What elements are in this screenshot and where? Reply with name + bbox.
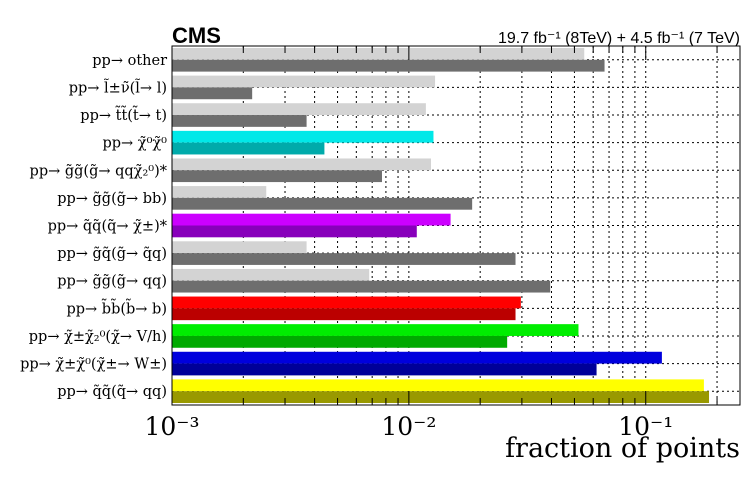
category-label: pp→ b̃b̃(b̃→ b) — [66, 298, 167, 317]
bar-lower — [172, 308, 516, 320]
category-label: pp→ g̃g̃(g̃→ qqχ̃₂⁰)* — [30, 163, 168, 179]
bar-lower — [172, 198, 472, 210]
bar-upper — [172, 269, 369, 281]
bar-lower — [172, 253, 516, 265]
bar-upper — [172, 379, 704, 391]
category-label: pp→ q̃q̃(q̃→ χ̃±)* — [48, 219, 168, 235]
bar-lower — [172, 115, 307, 127]
bar-lower — [172, 281, 550, 293]
x-axis-label: fraction of points — [505, 433, 740, 464]
category-label: pp→ g̃q̃(g̃→ q̃q) — [57, 246, 167, 262]
bar-upper — [172, 186, 266, 198]
bar-upper — [172, 158, 431, 170]
bar-upper — [172, 131, 433, 143]
luminosity-label: 19.7 fb⁻¹ (8TeV) + 4.5 fb⁻¹ (7 TeV) — [498, 30, 740, 47]
bar-upper — [172, 48, 584, 60]
bar-lower — [172, 391, 709, 403]
bar-upper — [172, 297, 521, 309]
category-label: pp→ q̃q̃(q̃→ qq) — [57, 384, 167, 400]
bar-lower — [172, 170, 382, 182]
bar-upper — [172, 214, 451, 226]
category-label: pp→ χ̃±χ̃₂⁰(χ̃→ V/h) — [29, 329, 167, 345]
bar-upper — [172, 324, 578, 336]
x-tick-label: 10⁻² — [381, 412, 436, 441]
bar-upper — [172, 241, 307, 253]
bar-upper — [172, 76, 435, 88]
category-label: pp→ g̃g̃(g̃→ bb) — [57, 191, 167, 207]
chart-title: CMS — [172, 23, 221, 48]
bar-lower — [172, 336, 507, 348]
category-label: pp→ χ̃⁰χ̃⁰ — [102, 136, 167, 152]
bar-upper — [172, 352, 662, 364]
bar-lower — [172, 87, 252, 99]
category-label: pp→ χ̃±χ̃⁰(χ̃±→ W±) — [20, 357, 167, 373]
category-label: pp→ other — [92, 53, 167, 69]
bar-upper — [172, 103, 426, 115]
bar-lower — [172, 364, 597, 376]
category-label: pp→ t̃t̃(t̃→ t) — [80, 105, 167, 124]
category-label: pp→ l̃±ν̃(l̃→ l) — [69, 78, 167, 96]
bar-lower — [172, 143, 324, 155]
bar-lower — [172, 226, 417, 238]
category-label: pp→ g̃g̃(g̃→ qq) — [57, 274, 167, 290]
x-tick-label: 10⁻³ — [144, 412, 199, 441]
bar-lower — [172, 60, 605, 72]
